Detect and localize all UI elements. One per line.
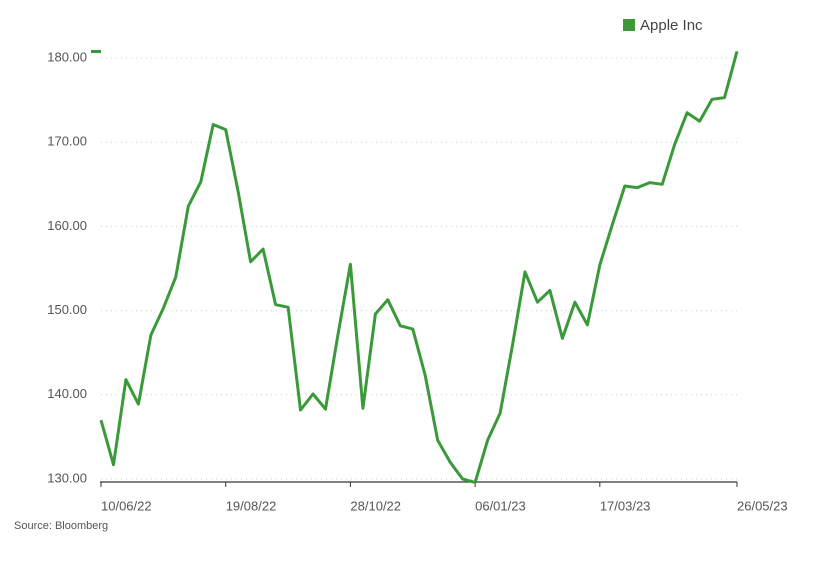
corner-marker (91, 50, 101, 53)
x-tick-label: 28/10/22 (350, 498, 401, 513)
y-tick-label: 170.00 (47, 134, 87, 149)
x-tick-label: 26/05/23 (737, 498, 788, 513)
y-tick-label: 150.00 (47, 302, 87, 317)
legend-label: Apple Inc (640, 17, 703, 34)
x-tick-label: 06/01/23 (475, 498, 526, 513)
y-tick-label: 130.00 (47, 470, 87, 485)
source-note: Source: Bloomberg (14, 520, 108, 532)
y-tick-label: 160.00 (47, 218, 87, 233)
y-tick-label: 140.00 (47, 386, 87, 401)
x-tick-label: 10/06/22 (101, 498, 152, 513)
y-tick-label: 180.00 (47, 49, 87, 64)
legend-swatch (623, 19, 635, 31)
price-line (99, 50, 739, 484)
x-tick-label: 17/03/23 (600, 498, 651, 513)
x-tick-label: 19/08/22 (226, 498, 277, 513)
